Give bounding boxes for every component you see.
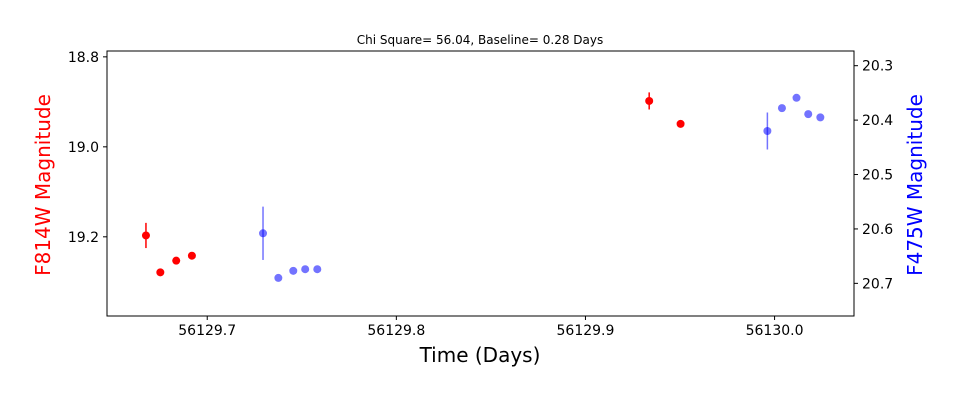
y-right-tick-label: 20.4	[862, 113, 893, 129]
right-data-point	[763, 126, 772, 135]
right-data-point	[313, 265, 322, 274]
left-data-point	[141, 231, 150, 240]
right-data-point	[259, 229, 268, 238]
y-axis-label-right: F475W Magnitude	[903, 94, 927, 276]
x-axis-label: Time (Days)	[419, 343, 541, 367]
y-axis-label-left: F814W Magnitude	[31, 94, 55, 276]
y-right-tick-label: 20.3	[862, 59, 893, 75]
y-left-tick-label: 19.0	[68, 140, 99, 156]
left-data-point	[676, 119, 685, 128]
left-data-point	[645, 96, 654, 105]
y-left-tick-label: 19.2	[68, 230, 99, 246]
left-data-point	[187, 251, 196, 260]
right-data-point	[777, 104, 786, 113]
data-marks	[141, 92, 825, 282]
x-tick-label: 56129.9	[557, 323, 615, 339]
x-tick-label: 56130.0	[746, 323, 804, 339]
left-data-point	[156, 268, 165, 277]
axis-ticks: 56129.7 56129.8 56129.9 56130.0 18.8 19.0 19.2…	[68, 50, 893, 339]
right-data-point	[274, 273, 283, 282]
x-tick-label: 56129.8	[367, 323, 425, 339]
chart-title: Chi Square= 56.04, Baseline= 0.28 Days	[357, 33, 603, 47]
y-right-tick-label: 20.7	[862, 276, 893, 292]
y-left-tick-label: 18.8	[68, 50, 99, 66]
y-right-tick-label: 20.6	[862, 222, 893, 238]
right-data-point	[289, 266, 298, 275]
right-data-point	[816, 113, 825, 122]
plot-frame	[106, 50, 855, 317]
x-tick-label: 56129.7	[178, 323, 236, 339]
right-data-point	[792, 93, 801, 102]
left-data-point	[172, 256, 181, 265]
y-right-tick-label: 20.5	[862, 168, 893, 184]
right-data-point	[301, 265, 310, 274]
right-data-point	[804, 110, 813, 119]
